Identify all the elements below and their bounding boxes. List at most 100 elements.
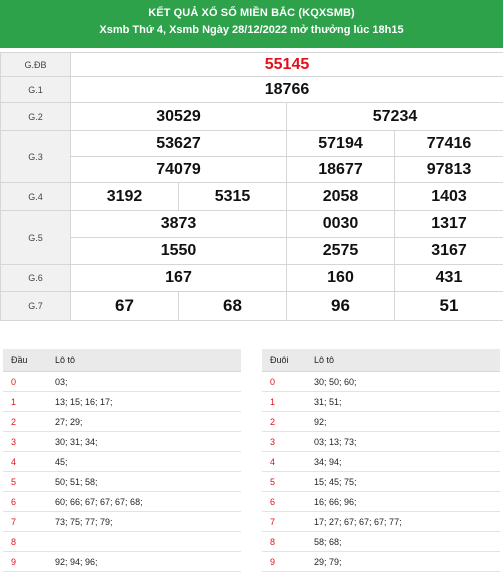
loto-values: 30; 31; 34; xyxy=(47,431,241,452)
prize-number: 2575 xyxy=(286,237,395,265)
prize-number: 30529 xyxy=(70,102,287,131)
table-row: 5 15; 45; 75; xyxy=(262,471,500,492)
prize-number: 18766 xyxy=(70,76,503,103)
table-row: 2 92; xyxy=(262,411,500,432)
table-row: 3 03; 13; 73; xyxy=(262,431,500,452)
loto-values: 03; xyxy=(47,371,241,392)
prize-row-g2: G.2 30529 57234 xyxy=(0,102,503,131)
head-digit: 5 xyxy=(3,471,47,492)
prize-number: 57234 xyxy=(286,102,503,131)
prize-number: 18677 xyxy=(286,156,395,183)
table-row: 6 60; 66; 67; 67; 67; 68; xyxy=(3,491,241,512)
prize-number: 3873 xyxy=(70,210,287,238)
tail-digit: 0 xyxy=(262,371,306,392)
tail-digit: 6 xyxy=(262,491,306,512)
tail-digit: 1 xyxy=(262,391,306,412)
loto-values: 50; 51; 58; xyxy=(47,471,241,492)
tail-digit: 8 xyxy=(262,531,306,552)
loto-values: 27; 29; xyxy=(47,411,241,432)
prize-row-g3b: 74079 18677 97813 xyxy=(1,156,503,183)
prize-label: G.1 xyxy=(0,76,71,103)
prize-label: G.5 xyxy=(0,210,71,265)
prize-row-g6: G.6 167 160 431 xyxy=(0,264,503,292)
prize-label: G.ĐB xyxy=(0,52,71,77)
prize-number: 1550 xyxy=(70,237,287,265)
table-row: 4 34; 94; xyxy=(262,451,500,472)
prize-number: 5315 xyxy=(178,182,287,211)
table-row: 9 92; 94; 96; xyxy=(3,551,241,572)
table-row: 5 50; 51; 58; xyxy=(3,471,241,492)
table-row: 1 13; 15; 16; 17; xyxy=(3,391,241,412)
prize-number: 77416 xyxy=(394,130,503,157)
special-prize-number: 55145 xyxy=(70,52,503,77)
table-row: 8 58; 68; xyxy=(262,531,500,552)
loto-values: 34; 94; xyxy=(306,451,500,472)
prize-number: 68 xyxy=(178,291,287,321)
prize-number: 3192 xyxy=(70,182,179,211)
prize-number: 51 xyxy=(394,291,503,321)
table-row: 9 29; 79; xyxy=(262,551,500,572)
table-row: 2 27; 29; xyxy=(3,411,241,432)
column-header-loto: Lô tô xyxy=(306,349,500,372)
prize-label: G.7 xyxy=(0,291,71,321)
results-header: KẾT QUẢ XỔ SỐ MIỀN BẮC (KQXSMB) Xsmb Thứ… xyxy=(0,0,503,48)
table-row: 1 31; 51; xyxy=(262,391,500,412)
head-digit: 8 xyxy=(3,531,47,552)
table-row: 8 xyxy=(3,531,241,552)
prize-number: 167 xyxy=(70,264,287,292)
prize-number: 53627 xyxy=(70,130,287,157)
loto-values: 60; 66; 67; 67; 67; 68; xyxy=(47,491,241,512)
loto-values: 92; 94; 96; xyxy=(47,551,241,572)
tail-digit: 3 xyxy=(262,431,306,452)
prize-label: G.2 xyxy=(0,102,71,131)
tail-digit: 7 xyxy=(262,511,306,532)
table-header-row: Đuôi Lô tô xyxy=(262,349,500,372)
table-row: 0 03; xyxy=(3,371,241,392)
column-header-dau: Đầu xyxy=(3,349,47,372)
tail-digit: 9 xyxy=(262,551,306,572)
loto-values: 58; 68; xyxy=(306,531,500,552)
prize-row-g4: G.4 3192 5315 2058 1403 xyxy=(0,182,503,211)
prize-number: 1317 xyxy=(394,210,503,238)
prize-label: G.4 xyxy=(0,182,71,211)
prize-row-g7: G.7 67 68 96 51 xyxy=(0,291,503,321)
prize-number: 1403 xyxy=(394,182,503,211)
head-digit: 0 xyxy=(3,371,47,392)
table-header-row: Đầu Lô tô xyxy=(3,349,241,372)
draw-subtitle: Xsmb Thứ 4, Xsmb Ngày 28/12/2022 mở thưở… xyxy=(99,24,404,36)
table-row: 6 16; 66; 96; xyxy=(262,491,500,512)
prize-row-g1: G.1 18766 xyxy=(0,76,503,103)
prize-number: 74079 xyxy=(70,156,287,183)
head-digit: 1 xyxy=(3,391,47,412)
prize-number: 67 xyxy=(70,291,179,321)
table-row: 0 30; 50; 60; xyxy=(262,371,500,392)
column-header-loto: Lô tô xyxy=(47,349,241,372)
loto-values: 13; 15; 16; 17; xyxy=(47,391,241,412)
prize-number: 57194 xyxy=(286,130,395,157)
prize-number: 96 xyxy=(286,291,395,321)
prize-number: 160 xyxy=(286,264,395,292)
prize-number: 3167 xyxy=(394,237,503,265)
head-digit: 3 xyxy=(3,431,47,452)
loto-values: 16; 66; 96; xyxy=(306,491,500,512)
loto-values: 30; 50; 60; xyxy=(306,371,500,392)
loto-values: 15; 45; 75; xyxy=(306,471,500,492)
head-digit: 6 xyxy=(3,491,47,512)
loto-values: 73; 75; 77; 79; xyxy=(47,511,241,532)
loto-values: 45; xyxy=(47,451,241,472)
table-row: 3 30; 31; 34; xyxy=(3,431,241,452)
prize-number: 97813 xyxy=(394,156,503,183)
column-header-duoi: Đuôi xyxy=(262,349,306,372)
table-row: 4 45; xyxy=(3,451,241,472)
head-digit: 2 xyxy=(3,411,47,432)
prize-label: G.3 xyxy=(0,130,71,183)
prize-table: G.ĐB 55145 G.1 18766 G.2 30529 57234 G.3… xyxy=(0,52,503,321)
loto-dau-table: Đầu Lô tô 0 03; 1 13; 15; 16; 17; 2 27; 29;… xyxy=(3,349,241,572)
loto-values: 31; 51; xyxy=(306,391,500,412)
loto-values xyxy=(47,531,241,552)
head-digit: 7 xyxy=(3,511,47,532)
loto-values: 17; 27; 67; 67; 67; 77; xyxy=(306,511,500,532)
page-title: KẾT QUẢ XỔ SỐ MIỀN BẮC (KQXSMB) xyxy=(148,7,355,19)
prize-row-g5: G.5 3873 0030 1317 xyxy=(0,210,503,265)
prize-row-g3: G.3 53627 57194 77416 xyxy=(0,130,503,183)
